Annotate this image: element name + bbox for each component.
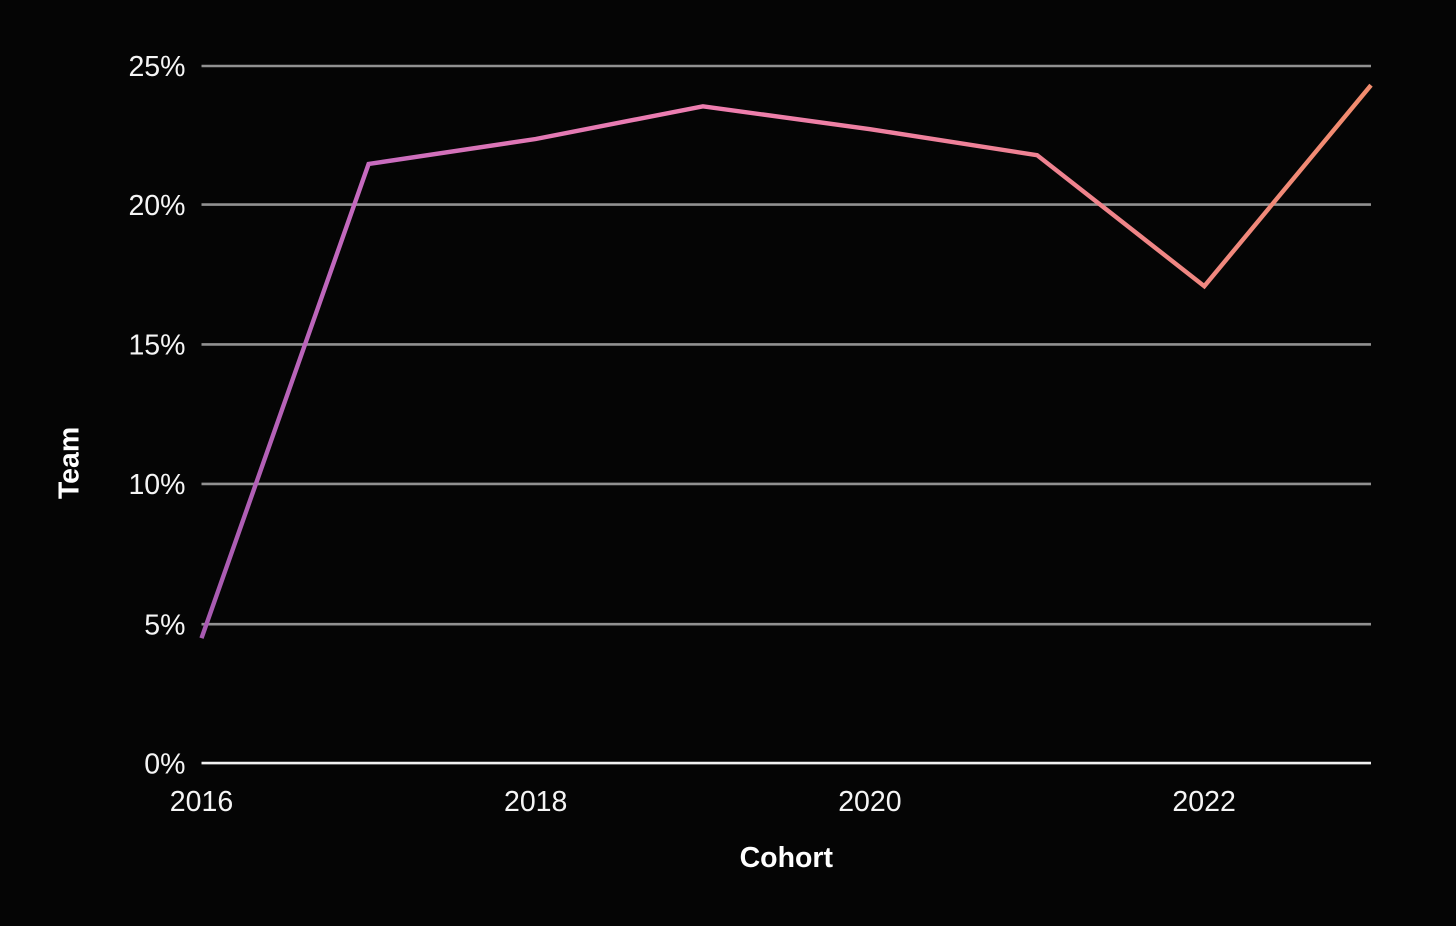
svg-text:Cohort: Cohort [740,842,834,874]
svg-text:25%: 25% [128,51,185,83]
svg-text:5%: 5% [144,609,185,641]
svg-text:2022: 2022 [1172,786,1235,818]
svg-text:10%: 10% [128,469,185,501]
svg-text:0%: 0% [144,748,185,780]
svg-text:2020: 2020 [838,786,901,818]
svg-text:20%: 20% [128,190,185,222]
svg-text:2018: 2018 [504,786,567,818]
svg-text:15%: 15% [128,330,185,362]
svg-text:2016: 2016 [170,786,233,818]
svg-text:Team: Team [54,427,86,499]
